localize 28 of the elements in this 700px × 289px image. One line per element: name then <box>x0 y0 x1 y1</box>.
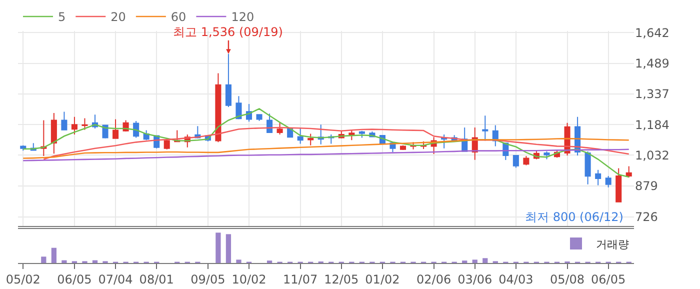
y-tick-label: 1,337 <box>635 87 670 102</box>
legend-label: 60 <box>170 10 186 24</box>
x-tick-label: 06/05 <box>57 272 92 286</box>
y-tick-label: 1,184 <box>635 118 670 132</box>
x-tick-label: 01/02 <box>365 272 400 286</box>
x-tick-label: 02/06 <box>416 272 452 286</box>
legend-label: 20 <box>110 10 126 24</box>
x-tick-label: 12/05 <box>324 272 359 286</box>
x-tick-label: 06/05 <box>591 272 626 286</box>
x-tick-label: 11/07 <box>283 272 318 286</box>
legend-label: 거래량 <box>596 238 629 251</box>
annotation: 최고 1,536 (09/19) <box>173 25 283 39</box>
y-tick-label: 1,032 <box>635 148 670 162</box>
y-tick-label: 726 <box>635 210 658 224</box>
annotation: 최저 800 (06/12) <box>525 210 624 224</box>
x-tick-label: 04/03 <box>498 272 534 286</box>
legend-label: 120 <box>231 10 254 24</box>
y-tick-label: 1,642 <box>635 26 670 40</box>
y-tick-label: 1,489 <box>635 56 670 71</box>
x-tick-label: 09/05 <box>190 272 226 286</box>
x-tick-label: 07/04 <box>98 272 133 286</box>
x-tick-label: 08/01 <box>139 272 174 286</box>
x-tick-label: 05/02 <box>6 272 40 286</box>
legend-label: 5 <box>58 10 66 24</box>
y-tick-label: 879 <box>635 179 658 194</box>
x-tick-label: 10/02 <box>232 272 266 286</box>
x-tick-label: 03/06 <box>458 272 492 286</box>
x-tick-label: 05/08 <box>550 272 585 286</box>
